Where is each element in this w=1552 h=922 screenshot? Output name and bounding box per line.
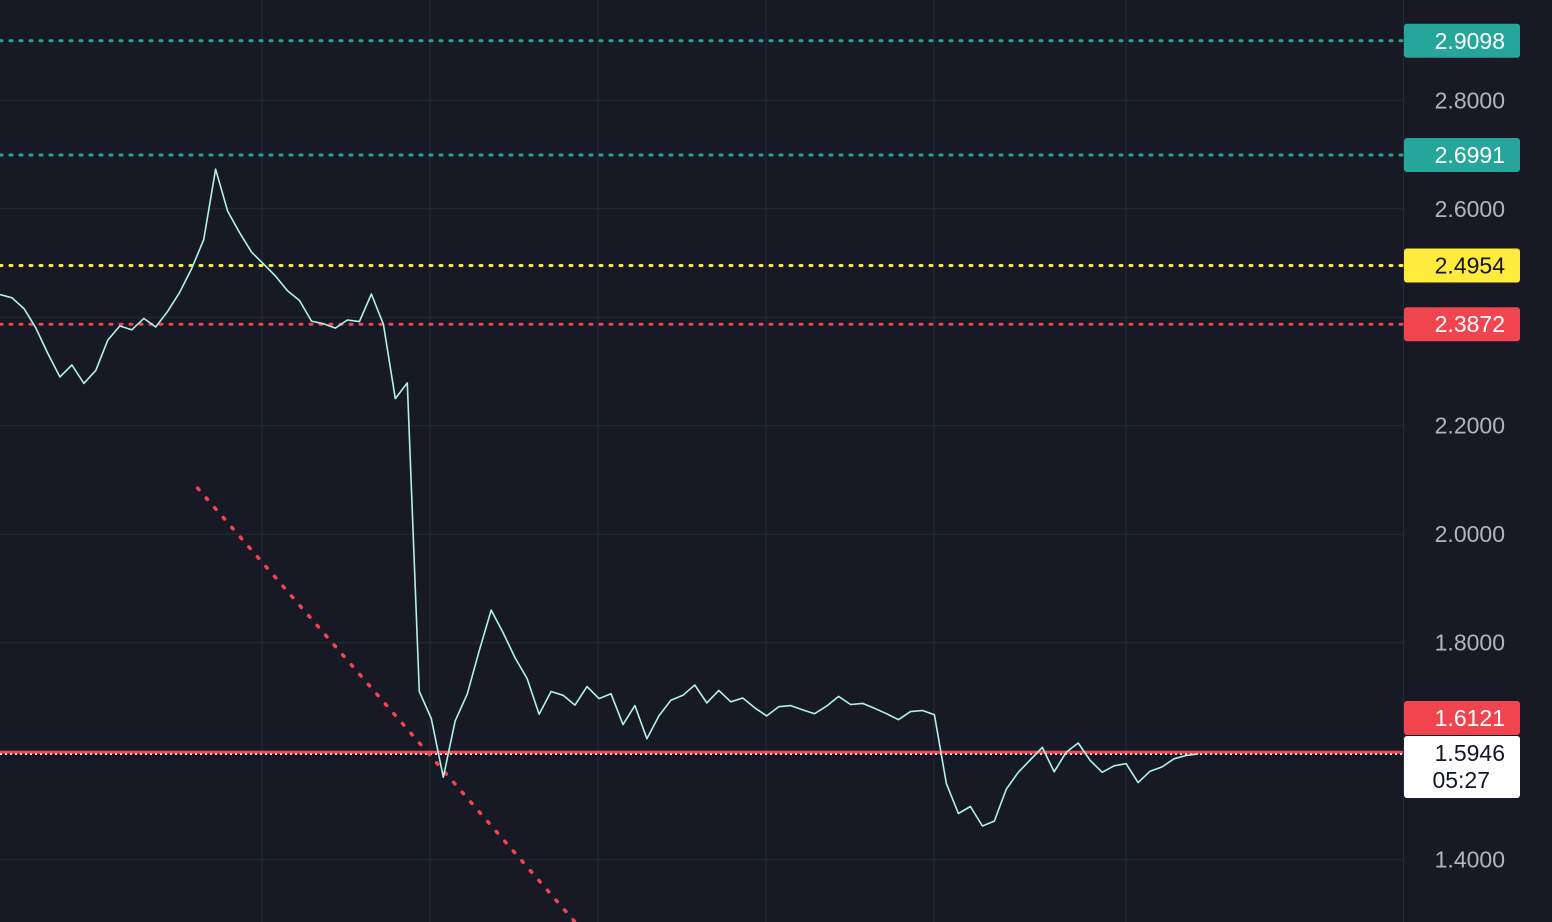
last-price-tag-background bbox=[1404, 736, 1520, 798]
horizontal-price-lines bbox=[0, 39, 1405, 755]
price-tag-background bbox=[1404, 23, 1520, 58]
price-tag-label: 2.6991 bbox=[1435, 142, 1505, 168]
price-tag-background bbox=[1404, 138, 1520, 173]
y-tick-label: 2.2000 bbox=[1435, 413, 1505, 439]
y-tick-label: 2.0000 bbox=[1435, 521, 1505, 547]
y-tick-label: 1.8000 bbox=[1435, 630, 1505, 656]
price-tag-background bbox=[1404, 248, 1520, 283]
price-tag-background bbox=[1404, 307, 1520, 342]
candle-countdown-label: 05:27 bbox=[1432, 767, 1490, 793]
price-series bbox=[0, 168, 1199, 827]
price-tag-background bbox=[1404, 701, 1520, 735]
y-tick-label: 1.4000 bbox=[1435, 847, 1505, 873]
price-series-line bbox=[0, 168, 1199, 827]
y-tick-label: 2.6000 bbox=[1435, 196, 1505, 222]
price-axis: 2.8000 2.6000 2.2000 2.0000 1.8000 1.4000 bbox=[1435, 87, 1505, 872]
dotted-trendline bbox=[195, 486, 577, 922]
price-tags: 2.9098 2.6991 2.4954 2.3872 1.6121 1.594605:2… bbox=[1404, 23, 1520, 798]
y-tick-label: 2.8000 bbox=[1435, 87, 1505, 113]
price-tag-label: 2.4954 bbox=[1435, 253, 1506, 279]
last-price-label: 1.5946 bbox=[1435, 740, 1505, 766]
price-tag-label: 2.9098 bbox=[1435, 28, 1505, 54]
price-tag-label: 2.3872 bbox=[1435, 311, 1505, 337]
trendline bbox=[195, 486, 577, 922]
chart-grid bbox=[0, 0, 1404, 922]
price-tag-label: 1.6121 bbox=[1435, 705, 1505, 731]
